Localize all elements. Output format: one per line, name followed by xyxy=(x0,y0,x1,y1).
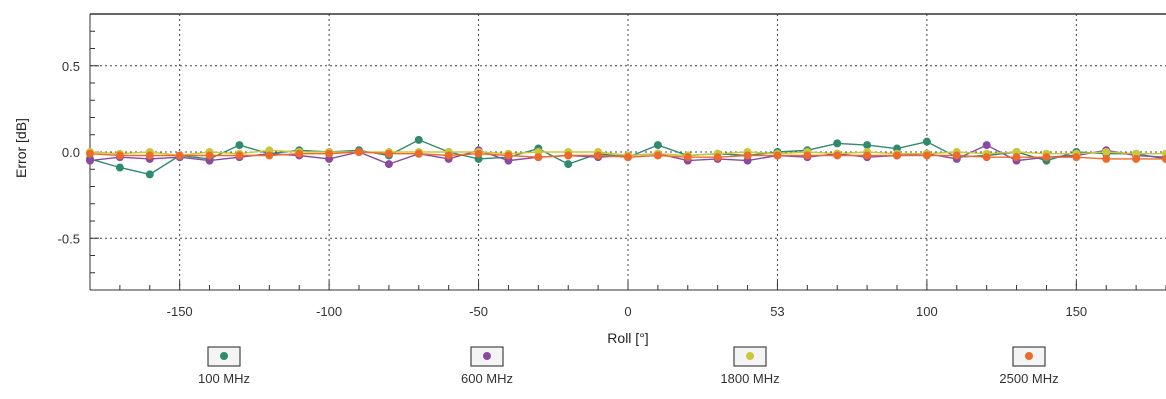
data-point-100-mhz xyxy=(235,141,244,150)
data-point-2500-mhz xyxy=(86,149,94,158)
data-point-2500-mhz xyxy=(205,151,214,160)
data-point-2500-mhz xyxy=(175,151,184,160)
data-point-1800-mhz xyxy=(1102,148,1111,156)
data-point-2500-mhz xyxy=(1162,154,1166,163)
data-point-2500-mhz xyxy=(833,151,842,160)
data-point-2500-mhz xyxy=(474,149,483,158)
x-tick-label: 53 xyxy=(770,304,784,319)
data-point-2500-mhz xyxy=(115,151,124,160)
x-axis-title: Roll [°] xyxy=(607,330,648,346)
data-point-2500-mhz xyxy=(863,151,872,160)
data-point-2500-mhz xyxy=(683,153,692,162)
data-point-2500-mhz xyxy=(444,151,453,160)
x-tick-label: 100 xyxy=(916,304,938,319)
axis-ticks xyxy=(89,13,1166,291)
data-point-2500-mhz xyxy=(743,151,752,160)
data-point-2500-mhz xyxy=(1102,154,1111,163)
legend-marker-600-mhz xyxy=(483,352,491,360)
data-point-100-mhz xyxy=(653,141,662,150)
data-point-2500-mhz xyxy=(414,149,423,158)
legend-marker-100-mhz xyxy=(220,352,228,360)
data-point-2500-mhz xyxy=(295,149,304,158)
data-point-2500-mhz xyxy=(773,151,782,160)
legend-label-100-mhz: 100 MHz xyxy=(198,371,250,386)
legend: 100 MHz 600 MHz 1800 MHz 2500 MHz xyxy=(198,346,1059,386)
legend-label-1800-mhz: 1800 MHz xyxy=(720,371,779,386)
data-point-2500-mhz xyxy=(952,151,961,160)
x-tick-label: -100 xyxy=(316,304,342,319)
data-point-100-mhz xyxy=(922,137,931,146)
data-point-2500-mhz xyxy=(1042,153,1051,162)
data-point-2500-mhz xyxy=(594,151,603,160)
data-point-2500-mhz xyxy=(504,151,513,160)
y-tick-label: 0.0 xyxy=(62,145,80,160)
data-point-600-mhz xyxy=(982,141,991,150)
data-point-100-mhz xyxy=(414,135,423,144)
data-point-2500-mhz xyxy=(922,151,931,160)
y-tick-label: -0.5 xyxy=(58,231,80,246)
tick-labels: -150 -100 -50 0 53 100 150 0.5 0.0 -0.5 xyxy=(58,59,1088,319)
data-point-600-mhz xyxy=(384,160,393,169)
x-tick-label: 0 xyxy=(624,304,631,319)
legend-marker-1800-mhz xyxy=(746,352,754,360)
x-tick-label: -50 xyxy=(469,304,488,319)
data-point-2500-mhz xyxy=(653,151,662,160)
data-point-2500-mhz xyxy=(384,149,393,158)
data-point-2500-mhz xyxy=(145,151,154,160)
data-point-100-mhz xyxy=(145,170,154,179)
data-point-2500-mhz xyxy=(325,149,334,158)
data-point-2500-mhz xyxy=(893,151,901,160)
legend-label-600-mhz: 600 MHz xyxy=(461,371,513,386)
data-point-100-mhz xyxy=(564,160,573,169)
y-axis-title: Error [dB] xyxy=(13,118,29,178)
data-point-2500-mhz xyxy=(982,153,991,162)
data-point-2500-mhz xyxy=(803,151,812,160)
legend-marker-2500-mhz xyxy=(1025,352,1033,360)
data-point-2500-mhz xyxy=(1012,153,1021,162)
data-point-100-mhz xyxy=(115,163,124,172)
legend-label-2500-mhz: 2500 MHz xyxy=(999,371,1058,386)
x-tick-label: 150 xyxy=(1065,304,1087,319)
data-point-2500-mhz xyxy=(1132,154,1141,163)
data-series xyxy=(86,135,1166,179)
data-point-2500-mhz xyxy=(534,153,543,162)
data-point-100-mhz xyxy=(833,139,842,148)
data-point-2500-mhz xyxy=(564,151,573,160)
data-point-100-mhz xyxy=(863,141,872,150)
data-point-2500-mhz xyxy=(355,148,363,156)
data-point-600-mhz xyxy=(86,156,94,165)
data-point-2500-mhz xyxy=(265,151,274,160)
data-point-2500-mhz xyxy=(1072,153,1081,162)
data-point-2500-mhz xyxy=(713,153,722,162)
data-point-2500-mhz xyxy=(624,153,632,162)
y-tick-label: 0.5 xyxy=(62,59,80,74)
x-tick-label: -150 xyxy=(167,304,193,319)
data-point-2500-mhz xyxy=(235,151,244,160)
